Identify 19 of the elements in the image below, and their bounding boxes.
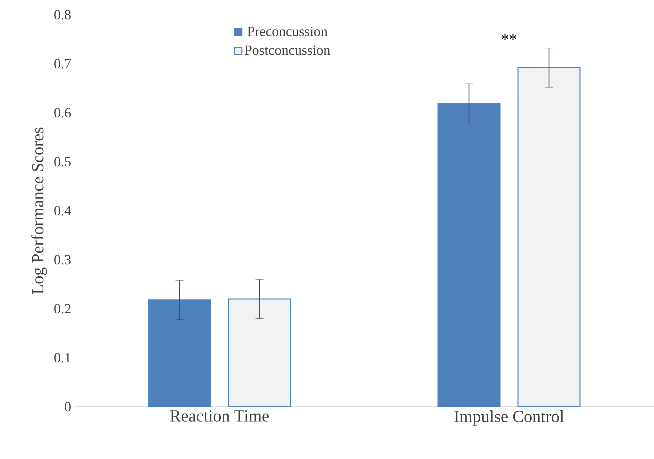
y-axis-title: Log Performance Scores	[32, 128, 48, 294]
y-tick-label: 0.5	[54, 157, 71, 167]
y-tick-label: 0.2	[54, 304, 71, 314]
bar	[228, 298, 292, 408]
legend-label: Postconcussion	[245, 46, 330, 56]
y-tick-label: 0.8	[54, 10, 71, 20]
annotation: **	[502, 34, 516, 40]
legend-label: Preconcussion	[248, 27, 328, 36]
x-tick-label: Impulse Control	[454, 410, 564, 426]
y-tick-label: 0.7	[54, 59, 72, 69]
x-tick-label: Reaction Time	[170, 410, 269, 422]
y-tick-label: 0.6	[54, 108, 72, 118]
bar	[148, 300, 212, 408]
bar	[438, 103, 501, 408]
y-tick-label: 0.3	[54, 255, 71, 265]
y-tick-label: 0	[65, 402, 71, 412]
bar	[518, 67, 581, 408]
y-tick-label: 0.1	[54, 353, 71, 363]
y-tick-label: 0.4	[54, 206, 72, 216]
